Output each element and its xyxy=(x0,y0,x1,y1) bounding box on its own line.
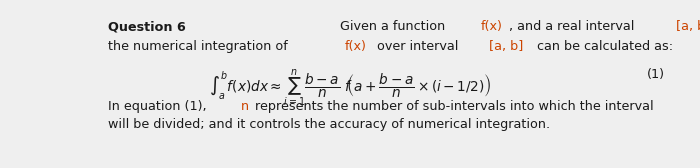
Text: In equation (1),: In equation (1), xyxy=(108,100,211,113)
Text: Given a function: Given a function xyxy=(340,20,449,33)
Text: over interval: over interval xyxy=(373,40,463,53)
Text: , and a real interval: , and a real interval xyxy=(509,20,638,33)
Text: [a, b],: [a, b], xyxy=(676,20,700,33)
Text: $\int_{a}^{b} f(x)dx \approx \sum_{i=1}^{n}\dfrac{b-a}{n}\ f\!\left(a+\dfrac{b-a: $\int_{a}^{b} f(x)dx \approx \sum_{i=1}^… xyxy=(209,68,491,109)
Text: n: n xyxy=(240,100,248,113)
Text: (1): (1) xyxy=(647,68,665,81)
Text: [a, b]: [a, b] xyxy=(489,40,523,53)
Text: f(x): f(x) xyxy=(481,20,503,33)
Text: represents the number of sub-intervals into which the interval: represents the number of sub-intervals i… xyxy=(251,100,657,113)
Text: f(x): f(x) xyxy=(345,40,367,53)
Text: will be divided; and it controls the accuracy of numerical integration.: will be divided; and it controls the acc… xyxy=(108,118,550,131)
Text: can be calculated as:: can be calculated as: xyxy=(533,40,673,53)
Text: the numerical integration of: the numerical integration of xyxy=(108,40,292,53)
Text: Question 6: Question 6 xyxy=(108,20,186,33)
